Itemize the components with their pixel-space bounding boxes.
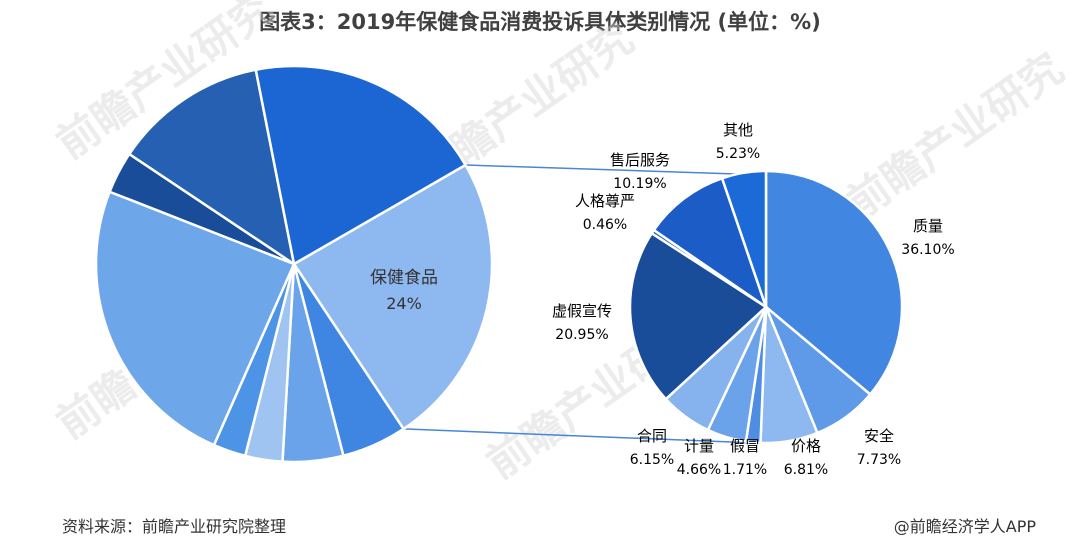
slice-label-value: 4.66% (677, 462, 721, 478)
connector-line-bottom (403, 428, 757, 444)
slice-label-value: 10.19% (613, 176, 666, 192)
detail-slice-售后服务 (652, 176, 769, 311)
slice-label-value: 5.23% (716, 146, 760, 162)
detail-pie (628, 169, 904, 445)
detail-slice-虚假宣传 (628, 231, 769, 401)
slice-label-value: 1.71% (723, 462, 767, 478)
slice-label-name: 人格尊严 (575, 192, 635, 210)
slice-label-value: 20.95% (555, 327, 608, 343)
slice-label-name: 价格 (791, 437, 821, 455)
watermark-text: 前瞻产业研究 (838, 44, 1073, 229)
main-highlight-label: 保健食品 (370, 268, 438, 288)
main-highlight-value: 24% (386, 294, 422, 313)
detail-slice-质量 (764, 169, 904, 397)
slice-label-name: 售后服务 (610, 151, 670, 169)
slice-label-name: 虚假宣传 (552, 302, 612, 320)
slice-label-value: 36.10% (901, 242, 954, 258)
slice-label-value: 6.81% (784, 462, 828, 478)
main-slice-highlight (292, 163, 494, 431)
slice-label-name: 其他 (723, 121, 753, 139)
slice-label-name: 质量 (913, 217, 943, 235)
slice-label-value: 0.46% (583, 217, 627, 233)
slice-label-name: 计量 (684, 437, 714, 455)
detail-labels: 质量 36.10% 安全 7.73% 价格 6.81% 假冒 1.71% 计量 … (552, 121, 955, 478)
main-pie (94, 64, 494, 464)
connector-line-top (465, 164, 737, 175)
detail-slice-其他 (720, 169, 768, 308)
credit-note: @前瞻经济学人APP (893, 517, 1036, 536)
chart-title: 图表3：2019年保健食品消费投诉具体类别情况 (单位：%) (259, 10, 821, 34)
slice-label-name: 合同 (637, 427, 667, 445)
main-slice-other (94, 190, 296, 447)
main-slice-other (254, 64, 468, 266)
main-slice-other (127, 68, 296, 267)
slice-label-name: 假冒 (730, 437, 760, 455)
source-note: 资料来源：前瞻产业研究院整理 (62, 517, 287, 536)
slice-label-name: 安全 (864, 427, 894, 445)
slice-label-value: 7.73% (857, 452, 901, 468)
slice-label-value: 6.15% (630, 452, 674, 468)
